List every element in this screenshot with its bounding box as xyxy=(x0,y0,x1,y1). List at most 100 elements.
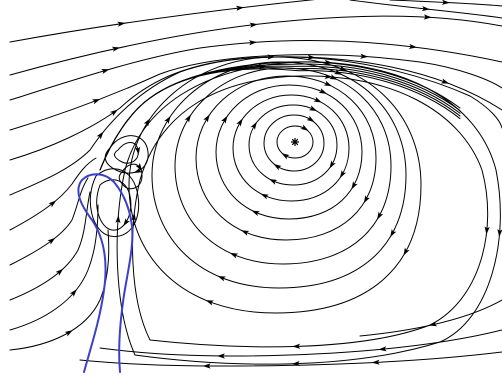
return-line xyxy=(99,329,502,357)
recirculation-line-arrow xyxy=(484,226,490,235)
return-line xyxy=(359,299,502,337)
vortex-streamline-arrow xyxy=(273,163,282,171)
free-stream-line-arrow xyxy=(111,46,121,52)
recirculation-line xyxy=(132,75,489,348)
recirculation-line-arrow xyxy=(115,215,121,224)
recirculation-line-arrow xyxy=(324,59,333,65)
free-stream-lines xyxy=(9,0,502,351)
body-outline xyxy=(77,173,134,373)
vortex-streamline-arrow xyxy=(351,181,358,190)
return-line-arrow xyxy=(428,321,438,327)
vortex-streamline-arrow xyxy=(333,69,343,75)
free-stream-line-arrow xyxy=(267,54,276,60)
vortex-streamline-arrow xyxy=(377,211,384,220)
free-stream-line-arrow xyxy=(101,69,110,75)
vortex-streamline-arrow xyxy=(323,80,333,87)
vortex-streamline-arrow xyxy=(329,74,338,80)
vortex-streamline-arrow xyxy=(338,65,348,71)
vortex-streamline-arrow xyxy=(203,114,210,123)
free-stream-line-arrow xyxy=(249,22,258,28)
vortex-streamline xyxy=(128,56,422,314)
inflow-line-arrow xyxy=(69,289,77,297)
inflow-line-arrow xyxy=(55,268,64,276)
vortex-streamline-arrow xyxy=(184,114,192,123)
vortex-center-marker xyxy=(291,138,299,146)
vortex-streamline-arrow xyxy=(339,170,347,179)
direction-arrows xyxy=(47,0,502,369)
vortex-streamline-arrow xyxy=(300,124,309,131)
vortex-streamline-arrow xyxy=(403,247,410,256)
free-stream-line xyxy=(9,56,502,161)
vortex-streamline-arrow xyxy=(221,115,228,124)
vortex-streamline-arrow xyxy=(281,153,290,160)
secondary-vortex-line-arrow xyxy=(133,167,142,173)
secondary-vortex-line xyxy=(114,142,139,164)
free-stream-line-arrow xyxy=(408,43,418,49)
free-stream-line-arrow xyxy=(360,53,369,59)
recirculation-line-arrow xyxy=(497,228,502,238)
body-outline-path xyxy=(77,173,134,373)
vortex-streamline-arrow xyxy=(268,179,278,185)
vortex-streamline-arrow xyxy=(251,210,260,217)
vortex-streamline-arrow xyxy=(229,252,239,259)
free-stream-line-arrow xyxy=(423,14,432,20)
separatrix-line-arrow xyxy=(258,63,267,70)
secondary-vortex-line xyxy=(104,135,149,174)
free-stream-line xyxy=(349,0,502,19)
recirculation-line-arrow xyxy=(324,73,333,80)
vortex-streamline xyxy=(276,125,314,159)
inflow-line-arrow xyxy=(48,200,57,208)
free-stream-line-arrow xyxy=(235,5,245,11)
free-stream-line-arrow xyxy=(92,98,101,105)
inflow-line xyxy=(9,229,110,351)
vortex-streamline-arrow xyxy=(390,229,397,238)
free-stream-line-arrow xyxy=(96,131,104,140)
free-stream-line xyxy=(9,56,502,196)
free-stream-line xyxy=(389,0,502,7)
inflow-line xyxy=(9,177,89,266)
return-line-arrow xyxy=(378,346,387,352)
vortex-streamline-arrow xyxy=(236,118,243,127)
return-line-arrow xyxy=(371,359,380,365)
return-line-arrow xyxy=(216,353,225,359)
vortex-streamline-arrow xyxy=(313,96,322,103)
free-stream-line xyxy=(9,0,316,43)
recirculation-line-arrow xyxy=(131,212,137,222)
vortex-streamline-arrow xyxy=(306,115,315,123)
inflow-line xyxy=(9,157,97,231)
inflow-line-arrow xyxy=(47,237,56,245)
return-line xyxy=(79,351,502,367)
vortex-center-stroke xyxy=(291,138,299,146)
free-stream-line-arrow xyxy=(421,5,430,12)
separatrix-lines xyxy=(99,61,461,171)
free-stream-line-arrow xyxy=(440,78,450,84)
vortex-streamline-arrow xyxy=(363,195,370,204)
vortex-streamline xyxy=(263,114,325,172)
vortex-streamline-arrow xyxy=(308,105,318,112)
separatrix-line xyxy=(99,68,461,171)
free-stream-line-arrow xyxy=(109,109,118,117)
vortex-streamline-arrow xyxy=(260,193,269,200)
vortex-streamline-arrow xyxy=(240,230,250,236)
secondary-vortex-line xyxy=(118,163,143,190)
free-stream-line-arrow xyxy=(441,0,450,5)
free-stream-line-arrow xyxy=(248,40,258,46)
free-stream-line-arrow xyxy=(307,54,316,60)
return-line-arrow xyxy=(202,363,211,369)
vortex-streamline-arrow xyxy=(205,300,214,306)
free-stream-line xyxy=(9,15,502,76)
vortex-streamline-arrow xyxy=(329,160,336,169)
recirculation-line-arrow xyxy=(291,360,300,367)
inflow-line-arrow xyxy=(64,330,73,337)
vortex-streamline-arrow xyxy=(164,115,171,124)
secondary-vortex-line xyxy=(96,179,132,231)
secondary-vortex-line-arrow xyxy=(135,146,141,155)
vortex-streamline-arrow xyxy=(250,121,257,130)
secondary-vortex-line-arrow xyxy=(135,162,143,171)
inflow-line xyxy=(9,191,91,301)
free-stream-line xyxy=(9,54,502,131)
recirculation-line-arrow xyxy=(292,343,301,349)
vortex-streamline-arrow xyxy=(318,88,328,94)
